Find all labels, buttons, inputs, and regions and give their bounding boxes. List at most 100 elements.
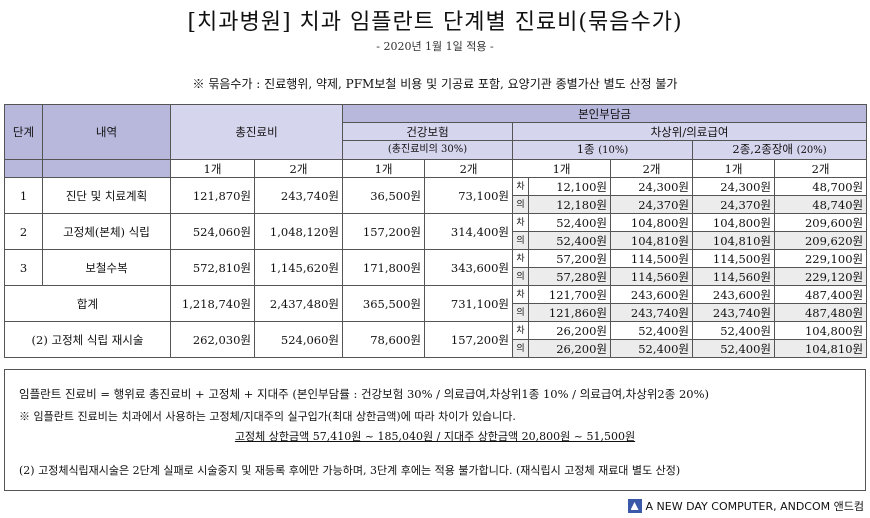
footer-price-range: 고정체 상한금액 57,410원 ~ 185,040원 / 지대주 상한금액 2… [234, 430, 636, 443]
total-2: 1,145,620원 [253, 249, 344, 286]
medical-aid-value: 52,400원 [610, 339, 694, 358]
table-row: 의 121,860원 243,740원 243,740원 487,480원 [5, 303, 868, 322]
header-health-1: 1개 [342, 159, 426, 178]
footer-variance-note: ※ 임플란트 진료비는 치과에서 사용하는 고정체/지대주의 실구입가(최대 상… [19, 410, 516, 423]
header-total-1: 1개 [170, 159, 255, 178]
header-type2-1: 1개 [692, 159, 776, 178]
table-row: 합계 1,218,740원 2,437,480원 365,500원 731,100원 차 1… [4, 285, 868, 322]
medical-aid-value: 57,280원 [528, 267, 612, 286]
medical-aid-value: 48,740원 [774, 195, 868, 214]
upper-value: 52,400원 [692, 321, 776, 340]
medical-aid-value: 209,620원 [774, 231, 868, 250]
upper-value: 104,800원 [774, 321, 868, 340]
medical-aid-value: 114,560원 [692, 267, 776, 286]
upper-value: 243,600원 [692, 285, 776, 304]
row-stage: 3 [4, 249, 43, 286]
effective-date: - 2020년 1월 1일 적용 - [376, 40, 494, 53]
header-total: 총진료비 [169, 104, 344, 160]
total-2: 2,437,480원 [253, 285, 344, 322]
total-1: 121,870원 [170, 177, 255, 214]
upper-tag: 차 [512, 177, 530, 196]
header-total-2: 2개 [253, 159, 344, 178]
total-2: 243,740원 [253, 177, 344, 214]
row-stage: 1 [4, 177, 43, 214]
upper-value: 121,700원 [528, 285, 612, 304]
upper-value: 52,400원 [610, 321, 694, 340]
medical-aid-tag: 의 [512, 231, 530, 250]
health-1: 157,200원 [342, 213, 426, 250]
total-1: 1,218,740원 [170, 285, 255, 322]
upper-value: 26,200원 [528, 321, 612, 340]
header-type2: 2종,2종장애 (20%) [692, 140, 868, 160]
health-2: 314,400원 [424, 213, 514, 250]
health-2: 731,100원 [424, 285, 514, 322]
upper-tag: 차 [512, 249, 530, 268]
upper-value: 12,100원 [528, 177, 612, 196]
medical-aid-value: 104,810원 [692, 231, 776, 250]
header-health-sub: (총진료비의 30%) [342, 140, 514, 160]
upper-value: 48,700원 [774, 177, 868, 196]
row-stage: 2 [4, 213, 43, 250]
medical-aid-value: 26,200원 [528, 339, 612, 358]
row-item: 진단 및 치료계획 [42, 177, 171, 214]
upper-value: 487,400원 [774, 285, 868, 304]
header-upper: 차상위/의료급여 [512, 122, 868, 141]
medical-aid-value: 229,120원 [774, 267, 868, 286]
row-item: 고정체(본체) 식립 [42, 213, 171, 250]
andcom-logo-icon [627, 499, 642, 513]
upper-value: 57,200원 [528, 249, 612, 268]
medical-aid-value: 243,740원 [692, 303, 776, 322]
footer-retreatment-note: (2) 고정체식립재시술은 2단계 실패로 시술중지 및 재등록 후에만 가능하… [19, 464, 681, 477]
table-row: 3 보철수복 572,810원 1,145,620원 171,800원 343,600원 차… [4, 249, 868, 286]
medical-aid-value: 24,370원 [610, 195, 694, 214]
health-1: 78,600원 [342, 321, 426, 358]
header-item: 내역 [42, 104, 171, 160]
fee-table-body: 1 진단 및 치료계획 121,870원 243,740원 36,500원 73,100원… [4, 177, 868, 358]
row-item: 보철수복 [42, 249, 171, 286]
header-type1: 1종 (10%) [512, 140, 694, 160]
medical-aid-value: 104,810원 [610, 231, 694, 250]
medical-aid-value: 243,740원 [610, 303, 694, 322]
header-health-2: 2개 [424, 159, 514, 178]
medical-aid-value: 52,400원 [692, 339, 776, 358]
health-1: 36,500원 [342, 177, 426, 214]
health-1: 171,800원 [342, 249, 426, 286]
medical-aid-value: 12,180원 [528, 195, 612, 214]
medical-aid-tag: 의 [512, 267, 530, 286]
upper-tag: 차 [512, 285, 530, 304]
health-1: 365,500원 [342, 285, 426, 322]
header-type1-1: 1개 [512, 159, 612, 178]
total-1: 524,060원 [170, 213, 255, 250]
medical-aid-value: 104,810원 [774, 339, 868, 358]
medical-aid-value: 52,400원 [528, 231, 612, 250]
medical-aid-value: 121,860원 [528, 303, 612, 322]
brand-text: A NEW DAY COMPUTER, ANDCOM 앤드컴 [645, 500, 864, 513]
total-2: 524,060원 [253, 321, 344, 358]
upper-value: 229,100원 [774, 249, 868, 268]
health-2: 73,100원 [424, 177, 514, 214]
footer-formula: 임플란트 진료비 = 행위료 총진료비 + 고정체 + 지대주 (본인부담률 :… [19, 387, 710, 401]
health-2: 157,200원 [424, 321, 514, 358]
row-stage: 합계 [4, 285, 171, 322]
fee-table: 단계 내역 총진료비 본인부담금 건강보험 차상위/의료급여 (총진료비의 30… [4, 104, 868, 358]
upper-value: 24,300원 [610, 177, 694, 196]
footer-notes: 임플란트 진료비 = 행위료 총진료비 + 고정체 + 지대주 (본인부담률 :… [4, 369, 866, 491]
table-row: (2) 고정체 식립 재시술 262,030원 524,060원 78,600원 157… [4, 321, 868, 358]
upper-value: 52,400원 [528, 213, 612, 232]
upper-value: 209,600원 [774, 213, 868, 232]
medical-aid-tag: 의 [512, 303, 530, 322]
header-stage-cont [4, 159, 43, 178]
row-stage: (2) 고정체 식립 재시술 [4, 321, 171, 358]
bundle-note: ※ 묶음수가 : 진료행위, 약제, PFM보철 비용 및 기공료 포함, 요양… [192, 77, 678, 91]
brand-mark: A NEW DAY COMPUTER, ANDCOM 앤드컴 [627, 498, 864, 514]
header-type2-2: 2개 [774, 159, 868, 178]
total-2: 1,048,120원 [253, 213, 344, 250]
medical-aid-value: 24,370원 [692, 195, 776, 214]
header-stage: 단계 [4, 104, 43, 160]
table-row: 2 고정체(본체) 식립 524,060원 1,048,120원 157,200원 314… [4, 213, 868, 250]
upper-tag: 차 [512, 213, 530, 232]
page-title: [치과병원] 치과 임플란트 단계별 진료비(묶음수가) [187, 10, 683, 35]
health-2: 343,600원 [424, 249, 514, 286]
header-copay: 본인부담금 [342, 104, 868, 123]
upper-value: 104,800원 [610, 213, 694, 232]
